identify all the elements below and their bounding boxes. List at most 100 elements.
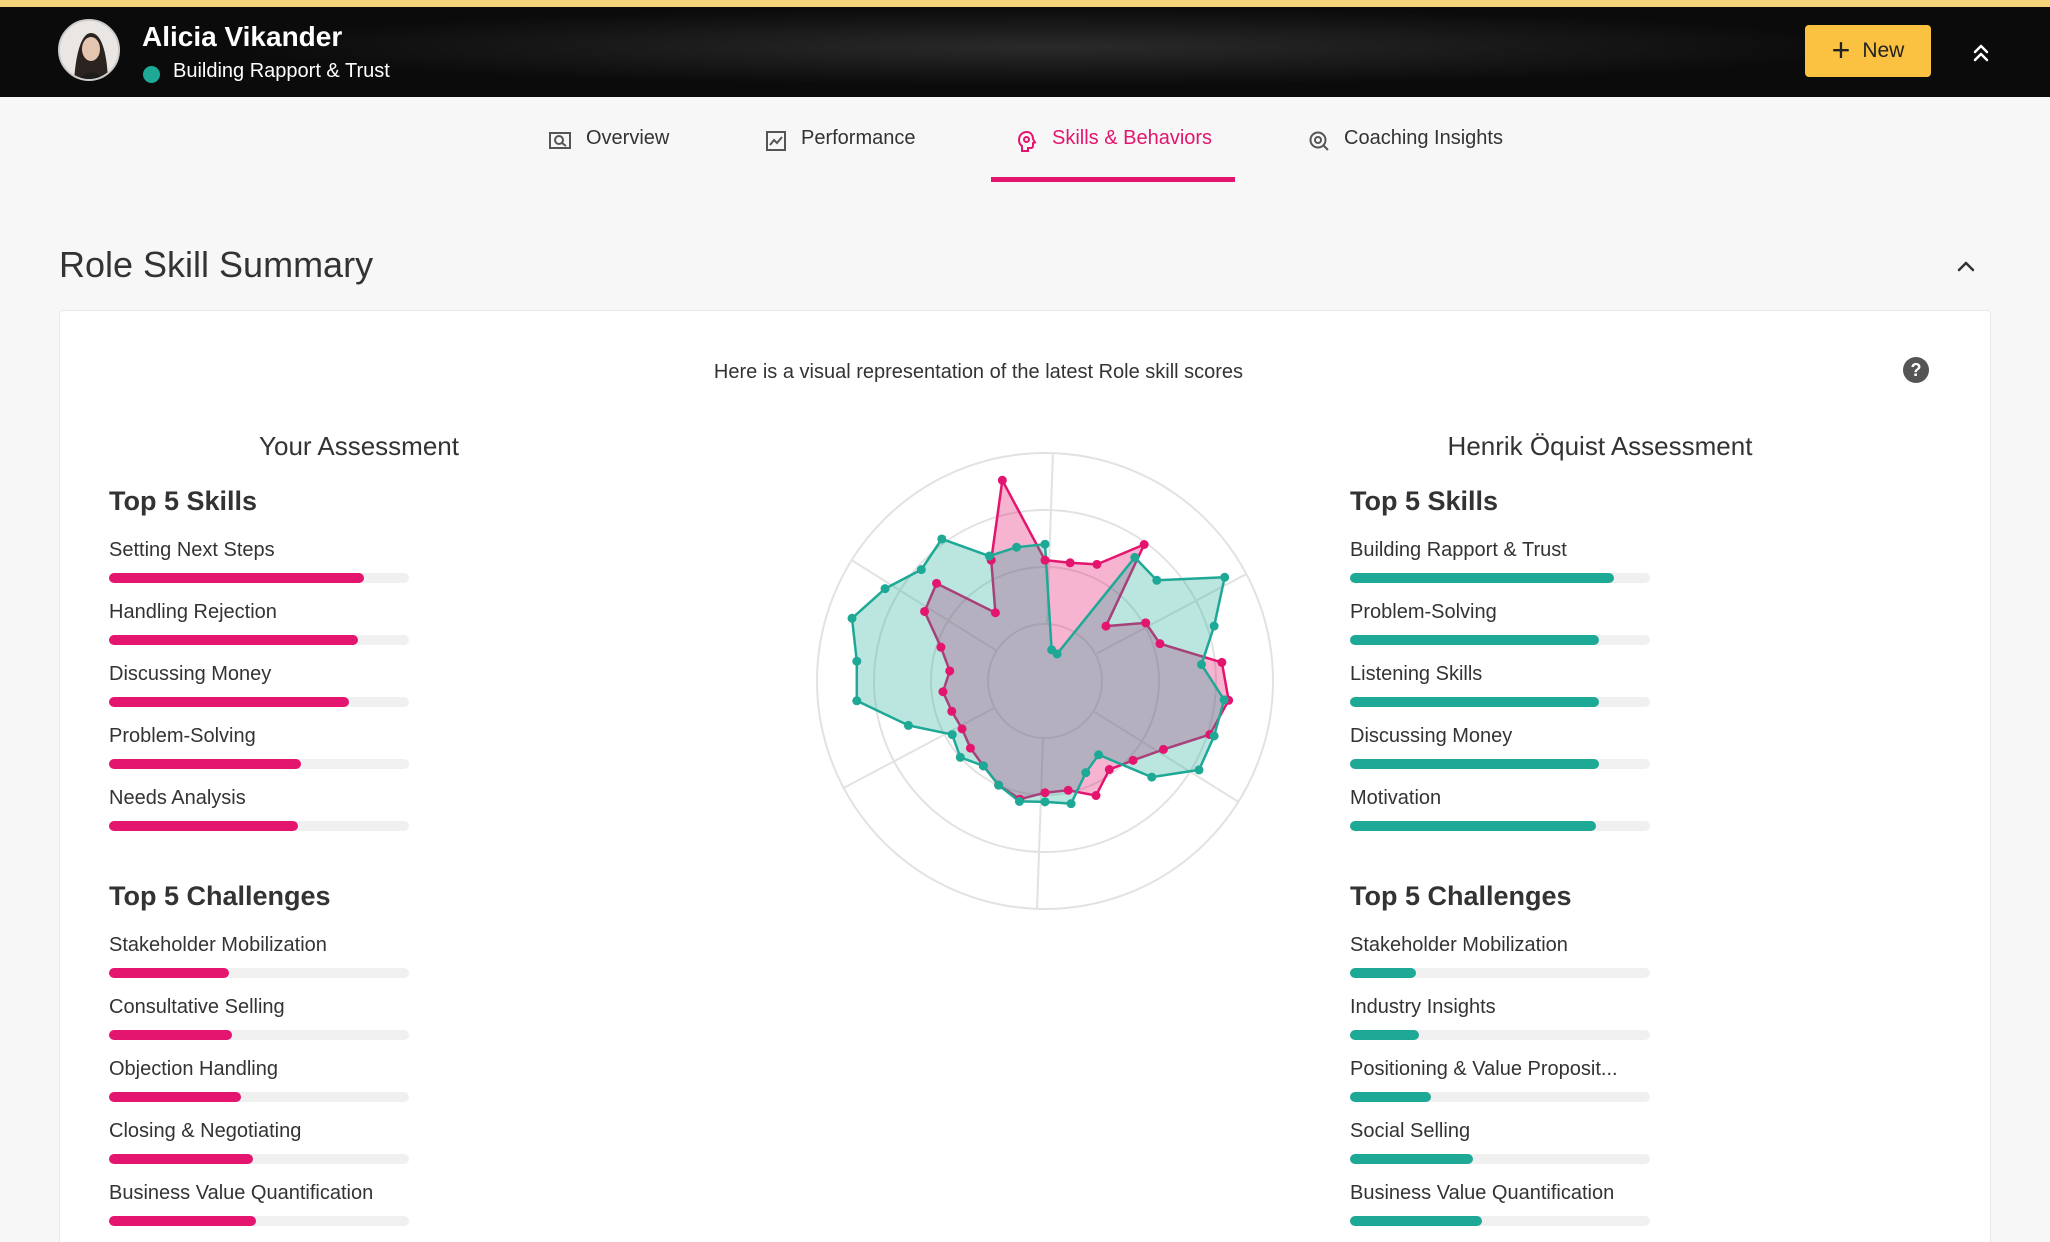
radar-point	[957, 724, 967, 734]
insights-icon	[1309, 131, 1329, 151]
tab-insights-label: Coaching Insights	[1344, 127, 1503, 149]
tab-performance[interactable]: Performance	[765, 127, 916, 185]
skill-item: Listening Skills	[1350, 663, 1950, 707]
radar-point	[1081, 768, 1091, 778]
role-skill-card: Here is a visual representation of the l…	[59, 310, 1991, 1242]
skill-bar-track	[1350, 573, 1650, 583]
skill-label: Business Value Quantification	[109, 1182, 374, 1204]
person-avatar-icon	[60, 21, 118, 79]
skill-bar-fill	[109, 635, 358, 645]
your-assessment-title: Your Assessment	[259, 431, 459, 461]
status-dot	[143, 66, 160, 83]
skill-item: Handling Rejection	[109, 601, 709, 645]
skill-bar-fill	[109, 1092, 241, 1102]
collapse-header-icon[interactable]	[1966, 35, 1996, 71]
radar-point	[1209, 621, 1219, 631]
tab-coaching-insights[interactable]: Coaching Insights	[1308, 127, 1503, 185]
radar-ring	[816, 452, 1274, 910]
skill-bar-track	[109, 1030, 409, 1040]
radar-point	[1147, 772, 1157, 782]
radar-point	[945, 666, 955, 676]
radar-point	[852, 696, 862, 706]
your-assessment: Your Assessment Top 5 Skills Setting Nex…	[109, 431, 709, 1226]
radar-point	[1066, 799, 1076, 809]
left-challenges-title: Top 5 Challenges	[109, 881, 331, 911]
radar-spoke	[1092, 710, 1239, 803]
radar-point	[903, 720, 913, 730]
radar-point	[1091, 791, 1101, 801]
skill-item: Positioning & Value Proposit...	[1350, 1058, 1950, 1102]
skill-label: Industry Insights	[1350, 996, 1496, 1018]
radar-point	[1101, 621, 1111, 631]
skill-bar-fill	[1350, 1154, 1473, 1164]
skill-bar-track	[1350, 1216, 1650, 1226]
radar-spoke	[851, 559, 998, 652]
skill-item: Setting Next Steps	[109, 539, 709, 583]
skill-bar-track	[1350, 759, 1650, 769]
radar-point	[994, 780, 1004, 790]
radar-point	[920, 606, 930, 616]
skill-label: Listening Skills	[1350, 663, 1483, 685]
radar-point	[932, 578, 942, 588]
overview-icon	[549, 132, 571, 149]
skill-item: Problem-Solving	[109, 725, 709, 769]
skill-bar-fill	[1350, 697, 1599, 707]
radar-point	[1141, 618, 1151, 628]
radar-point	[938, 687, 948, 697]
skill-bar-track	[109, 697, 409, 707]
radar-spoke	[1036, 737, 1045, 909]
skill-bar-fill	[1350, 821, 1596, 831]
radar-point	[1040, 797, 1050, 807]
manager-assessment-title: Henrik Öquist Assessment	[1447, 431, 1753, 461]
skill-bar-track	[109, 573, 409, 583]
left-challenges-list: Stakeholder Mobilization Consultative Sel…	[109, 934, 709, 1226]
skill-label: Objection Handling	[109, 1058, 278, 1080]
radar-point	[1209, 731, 1219, 741]
skill-bar-track	[1350, 821, 1650, 831]
skill-item: Closing & Negotiating	[109, 1120, 709, 1164]
tab-overview[interactable]: Overview	[548, 127, 669, 185]
skill-bar-track	[1350, 1092, 1650, 1102]
user-subtitle: Building Rapport & Trust	[173, 60, 390, 82]
radar-point	[965, 743, 975, 753]
tab-overview-label: Overview	[586, 127, 670, 149]
skill-label: Problem-Solving	[109, 725, 256, 747]
skill-bar-fill	[1350, 759, 1599, 769]
radar-point	[852, 656, 862, 666]
radar-point	[1092, 559, 1102, 569]
skill-bar-fill	[109, 573, 364, 583]
skill-bar-track	[109, 1216, 409, 1226]
radar-point	[947, 730, 957, 740]
radar-point	[1152, 575, 1162, 585]
performance-icon	[766, 131, 786, 151]
radar-point	[880, 584, 890, 594]
skill-bar-fill	[109, 968, 229, 978]
skill-label: Building Rapport & Trust	[1350, 539, 1567, 561]
skills-icon	[1017, 130, 1037, 152]
skill-bar-track	[1350, 635, 1650, 645]
skill-item: Motivation	[1350, 787, 1950, 831]
tab-skills-behaviors[interactable]: Skills & Behaviors	[1016, 127, 1212, 185]
chevron-up-icon[interactable]	[1952, 252, 1980, 280]
tab-bar: Overview Performance Skills & Behaviors …	[0, 97, 2050, 185]
radar-point	[1104, 765, 1114, 775]
skill-label: Positioning & Value Proposit...	[1350, 1058, 1618, 1080]
left-skills-title: Top 5 Skills	[109, 486, 258, 516]
skill-label: Handling Rejection	[109, 601, 277, 623]
user-name: Alicia Vikander	[142, 21, 343, 52]
avatar[interactable]	[58, 19, 120, 81]
new-button[interactable]: + New	[1805, 25, 1931, 77]
app-header: Alicia Vikander Building Rapport & Trust…	[0, 7, 2050, 97]
radar-point	[1014, 796, 1024, 806]
help-icon[interactable]: ?	[1903, 357, 1929, 383]
skill-item: Needs Analysis	[109, 787, 709, 831]
skill-item: Building Rapport & Trust	[1350, 539, 1950, 583]
radar-ring	[873, 509, 1217, 853]
tab-performance-label: Performance	[801, 127, 916, 149]
card-intro-text: Here is a visual representation of the l…	[713, 361, 1244, 383]
skill-bar-track	[109, 635, 409, 645]
skill-label: Closing & Negotiating	[109, 1120, 302, 1142]
radar-ring	[987, 623, 1103, 739]
radar-point	[997, 475, 1007, 485]
skill-bar-fill	[1350, 573, 1614, 583]
